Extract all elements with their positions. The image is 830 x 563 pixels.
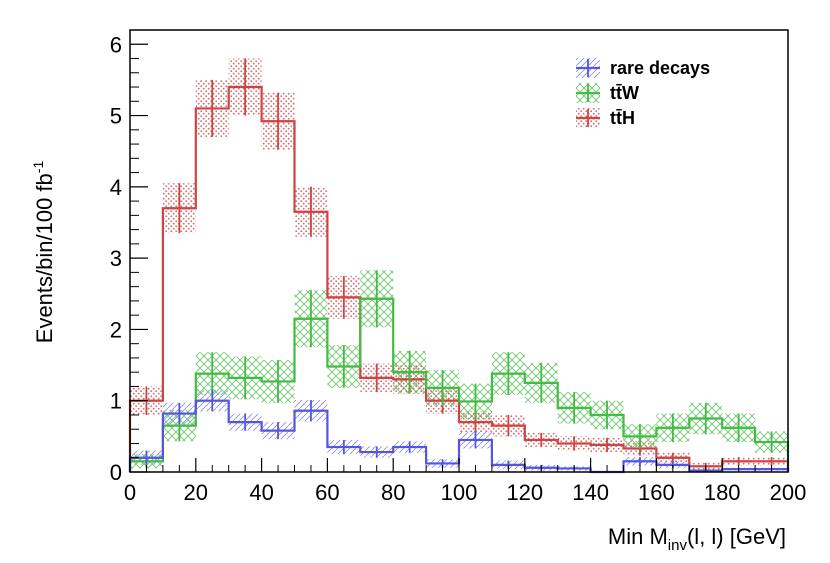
x-tick-label: 180 [704, 480, 741, 505]
x-tick-label: 40 [249, 480, 273, 505]
x-tick-label: 140 [572, 480, 609, 505]
series-lines [128, 58, 790, 474]
y-tick-label: 4 [110, 175, 122, 200]
x-tick-label: 100 [441, 480, 478, 505]
y-tick-label: 5 [110, 104, 122, 129]
y-tick-label: 6 [110, 32, 122, 57]
ttw-series-line [128, 297, 790, 472]
x-tick-label: 20 [184, 480, 208, 505]
x-tick-label: 80 [381, 480, 405, 505]
axis-ticks: 0 20 40 60 80 100 120 140 160 180 200 0 1 2 3 4 5 6 [110, 29, 807, 505]
legend-label-rare-decays: rare decays [610, 58, 710, 78]
x-tick-label: 160 [638, 480, 675, 505]
y-axis-title: Events/bin/100 fb-1 [30, 161, 57, 344]
legend-label-tth: tt̄H [610, 108, 635, 128]
x-tick-label: 120 [506, 480, 543, 505]
legend: rare decays tt̄W tt̄H [576, 58, 710, 128]
x-tick-label: 0 [124, 480, 136, 505]
x-tick-label: 60 [315, 480, 339, 505]
y-tick-label: 0 [110, 460, 122, 485]
x-axis-title: Min Minv(l, l) [GeV] [608, 524, 786, 554]
y-tick-label: 2 [110, 317, 122, 342]
x-tick-label: 200 [770, 480, 807, 505]
y-tick-label: 1 [110, 389, 122, 414]
y-tick-label: 3 [110, 246, 122, 271]
legend-label-ttw: tt̄W [610, 83, 639, 103]
